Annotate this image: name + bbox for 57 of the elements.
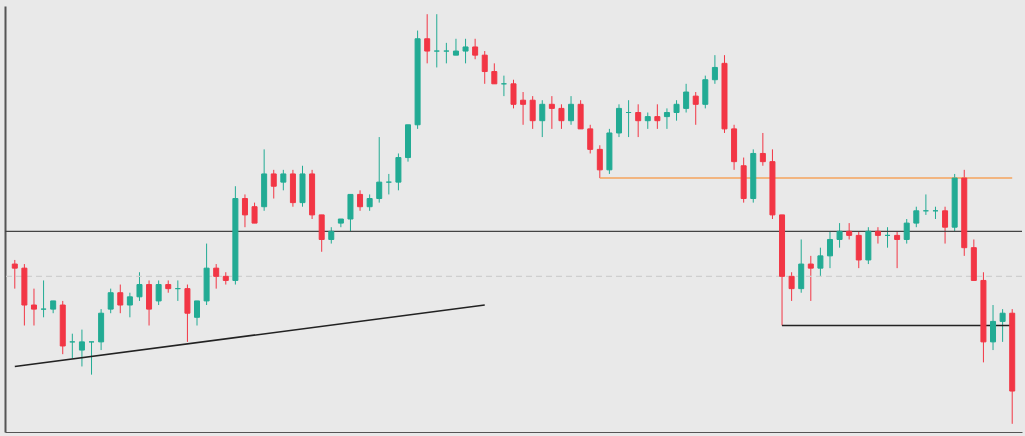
candlestick: [683, 83, 690, 113]
candlestick: [874, 226, 881, 245]
candlestick: [251, 202, 258, 224]
candlestick: [40, 279, 47, 318]
candlestick: [596, 144, 603, 179]
candlestick: [472, 38, 479, 60]
candlestick: [692, 91, 699, 126]
candlestick: [126, 292, 133, 318]
candlestick: [155, 279, 162, 306]
candlestick: [491, 62, 498, 85]
candlestick: [107, 288, 114, 314]
candlestick: [11, 259, 18, 290]
candlestick: [424, 13, 431, 64]
candlestick: [376, 136, 383, 204]
candlestick: [999, 308, 1006, 343]
candlestick: [539, 99, 546, 138]
candlestick: [433, 13, 440, 68]
candlestick: [357, 189, 364, 212]
candlestick: [903, 218, 910, 245]
candlestick: [117, 284, 124, 314]
candlestick: [826, 230, 833, 269]
candlestick: [194, 300, 201, 326]
candlestick: [759, 132, 766, 167]
candlestick: [913, 206, 920, 228]
candlestick: [213, 263, 220, 290]
candlestick: [241, 193, 248, 228]
candlestick: [568, 95, 575, 126]
candlestick: [673, 99, 680, 122]
candlestick: [481, 50, 488, 85]
candlestick: [443, 42, 450, 64]
candlestick: [654, 103, 661, 130]
candlestick: [635, 103, 642, 138]
candlestick: [807, 255, 814, 302]
candlestick: [78, 329, 85, 367]
candlestick: [136, 271, 143, 302]
candlestick: [30, 288, 37, 326]
candlestick: [280, 169, 287, 191]
candlestick: [942, 206, 949, 245]
candlestick: [817, 247, 824, 277]
candlestick: [990, 304, 997, 351]
candlestick: [385, 173, 392, 195]
candlestick: [788, 271, 795, 302]
candlestick: [587, 124, 594, 154]
candlestick: [548, 95, 555, 130]
candlestick: [88, 341, 95, 376]
candlestick: [663, 107, 670, 130]
candlestick: [529, 95, 536, 130]
candlestick: [558, 103, 565, 130]
candlestick: [836, 222, 843, 249]
candlestick: [510, 79, 517, 109]
candlestick: [462, 38, 469, 64]
candlestick: [69, 333, 76, 359]
candlestick: [270, 169, 277, 200]
candlestick: [894, 230, 901, 269]
candlestick: [711, 54, 718, 85]
candlestick: [452, 38, 459, 56]
candlestick: [520, 91, 527, 126]
